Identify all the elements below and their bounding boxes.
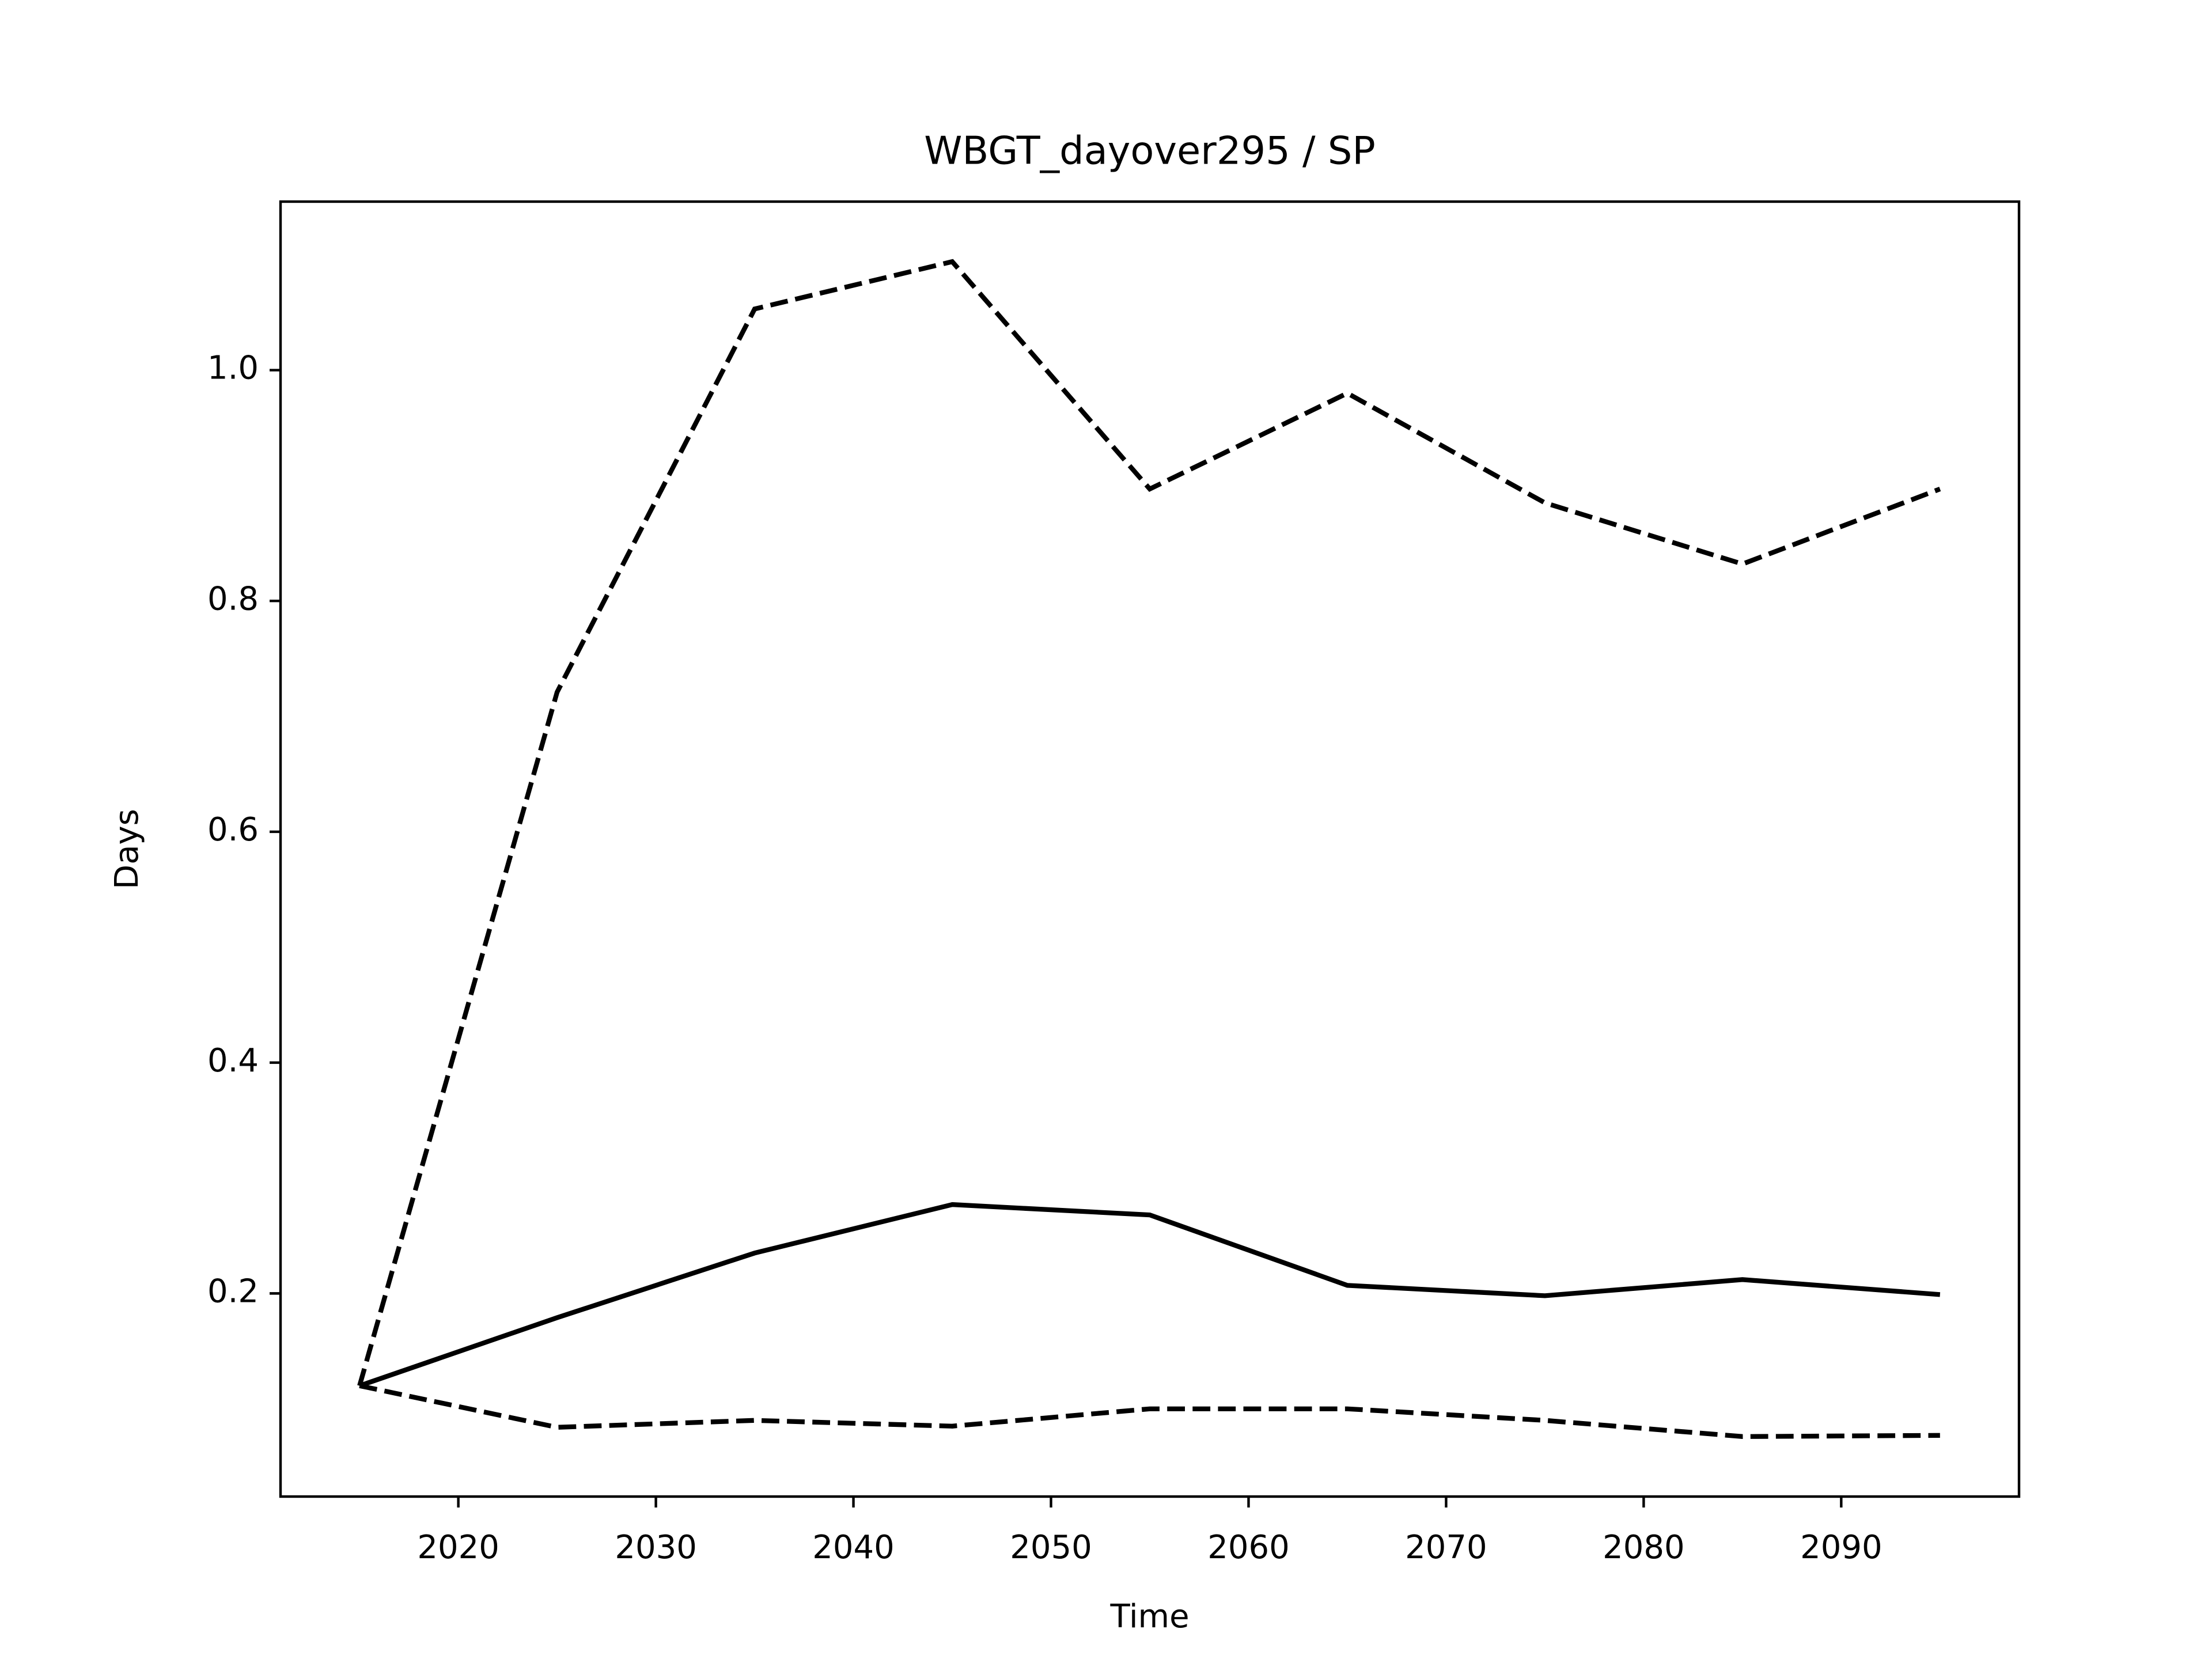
y-tick-label: 0.8 bbox=[207, 580, 259, 618]
x-axis-label: Time bbox=[1109, 1598, 1189, 1635]
y-tick-label: 0.4 bbox=[207, 1042, 259, 1080]
x-tick-label: 2040 bbox=[812, 1529, 895, 1566]
x-tick-label: 2090 bbox=[1800, 1529, 1883, 1566]
x-tick-label: 2070 bbox=[1405, 1529, 1487, 1566]
y-tick-label: 0.2 bbox=[207, 1273, 259, 1310]
x-tick-label: 2020 bbox=[417, 1529, 499, 1566]
plot-frame bbox=[279, 200, 2021, 1498]
x-tick-label: 2030 bbox=[615, 1529, 697, 1566]
x-tick-label: 2050 bbox=[1010, 1529, 1092, 1566]
y-axis-label: Days bbox=[108, 809, 146, 889]
x-tick-label: 2060 bbox=[1207, 1529, 1290, 1566]
x-tick-label: 2080 bbox=[1603, 1529, 1685, 1566]
y-tick-label: 1.0 bbox=[207, 350, 259, 387]
chart-title: WBGT_dayover295 / SP bbox=[924, 128, 1376, 173]
series-line bbox=[359, 1383, 1940, 1439]
y-tick-label: 0.6 bbox=[207, 811, 259, 849]
series-line bbox=[357, 259, 1941, 1387]
series-line bbox=[358, 1202, 1941, 1388]
